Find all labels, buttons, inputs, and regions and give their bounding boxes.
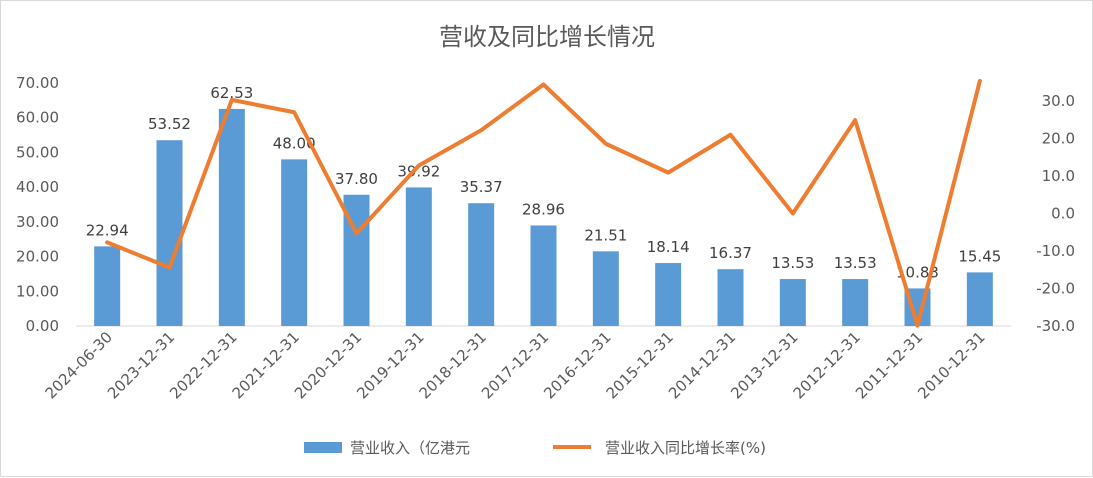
y-left-tick-label: 30.00 (16, 213, 59, 231)
y-left-tick-label: 70.00 (16, 74, 59, 92)
y-right-tick-label: -20.0 (1036, 280, 1075, 298)
bar-value-label: 35.37 (460, 178, 503, 196)
bar (531, 225, 557, 326)
legend-bar-label: 营业收入（亿港元 (350, 439, 470, 457)
bar-value-label: 53.52 (148, 115, 191, 133)
bar (468, 203, 494, 326)
bar (780, 279, 806, 326)
y-left-tick-label: 60.00 (16, 109, 59, 127)
bar (718, 269, 744, 326)
y-left-tick-label: 20.00 (16, 248, 59, 266)
legend-bar-swatch (304, 442, 342, 453)
y-left-tick-label: 40.00 (16, 178, 59, 196)
x-axis-ticks: 2024-06-302023-12-312022-12-312021-12-31… (42, 328, 989, 402)
y-right-tick-label: -30.0 (1036, 317, 1075, 335)
y-left-tick-label: 50.00 (16, 143, 59, 161)
y-right-tick-label: -10.0 (1036, 242, 1075, 260)
bar-value-label: 13.53 (771, 254, 814, 272)
y-axis-right: -30.0 -20.0 -10.0 0.0 10.0 20.0 30.0 (1036, 92, 1075, 335)
bar-value-label: 37.80 (335, 170, 378, 188)
y-right-tick-label: 20.0 (1042, 130, 1075, 148)
y-right-tick-label: 0.0 (1051, 205, 1075, 223)
bar-value-label: 21.51 (584, 226, 627, 244)
bar (94, 246, 120, 326)
bar (157, 140, 183, 326)
bar-value-label: 18.14 (647, 238, 690, 256)
bar (967, 272, 993, 326)
legend-line-label: 营业收入同比增长率(%) (605, 439, 766, 457)
bar (281, 159, 307, 326)
y-right-tick-label: 30.0 (1042, 92, 1075, 110)
bar (593, 251, 619, 326)
bar-value-label: 15.45 (958, 247, 1001, 265)
y-left-tick-label: 0.00 (26, 317, 59, 335)
chart-title: 营收及同比增长情况 (439, 23, 655, 51)
bar (219, 109, 245, 326)
bar (655, 263, 681, 326)
bar (842, 279, 868, 326)
bar-value-label: 22.94 (86, 221, 129, 239)
x-tick-label: 2010-12-31 (914, 328, 988, 402)
bar-value-label: 13.53 (834, 254, 877, 272)
bar (406, 187, 432, 326)
y-right-tick-label: 10.0 (1042, 167, 1075, 185)
y-left-tick-label: 10.00 (16, 282, 59, 300)
legend: 营业收入（亿港元 营业收入同比增长率(%) (304, 439, 766, 457)
bar-value-label: 16.37 (709, 244, 752, 262)
bar-value-label: 28.96 (522, 200, 565, 218)
